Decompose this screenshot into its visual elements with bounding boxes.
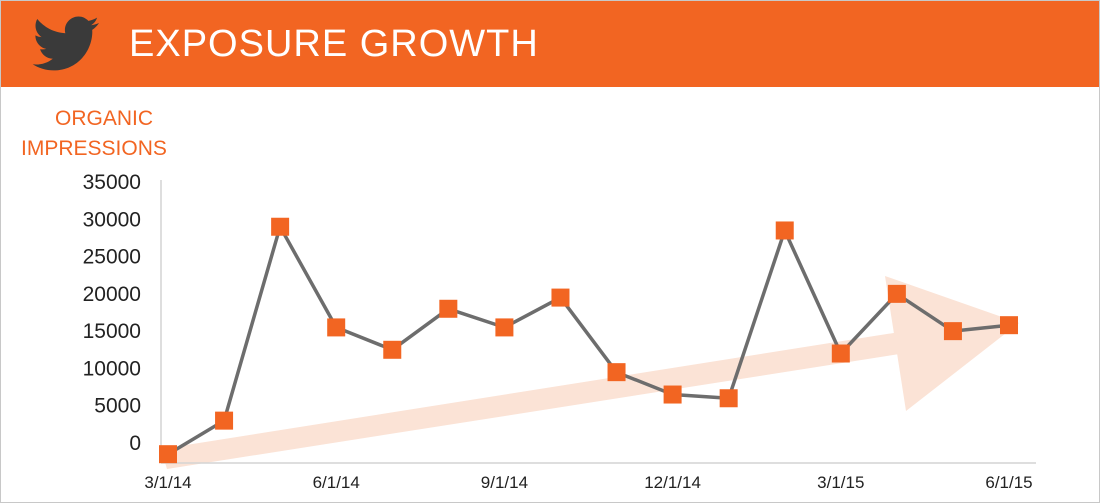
trend-arrow-shaft (161, 331, 906, 469)
y-axis-label-line-1: ORGANIC (54, 107, 153, 130)
y-tick-label: 35000 (83, 171, 141, 194)
y-tick-label: 15000 (83, 320, 141, 343)
y-tick-label: 10000 (83, 357, 141, 380)
y-tick-label: 30000 (83, 208, 141, 231)
x-tick-label: 3/1/15 (817, 473, 864, 492)
series-line (167, 224, 1010, 456)
data-point-marker (159, 445, 177, 464)
header-bar: EXPOSURE GROWTH (1, 1, 1099, 87)
series-line-path (167, 224, 1010, 456)
y-axis-label-line-2: IMPRESSIONS (21, 137, 167, 160)
y-tick-label: 5000 (94, 395, 141, 418)
data-point-marker (495, 318, 514, 337)
x-tick-label: 6/1/14 (313, 473, 360, 492)
data-point-marker (551, 288, 570, 307)
data-point-marker (607, 363, 626, 382)
data-point-marker (719, 389, 738, 408)
x-tick-label: 9/1/14 (481, 473, 528, 492)
twitter-bird-icon (32, 16, 100, 71)
data-point-marker (327, 318, 346, 337)
data-point-marker (271, 217, 290, 236)
data-point-marker (1000, 316, 1018, 335)
x-tick-label: 6/1/15 (985, 473, 1032, 492)
trend-arrow (161, 276, 1019, 469)
y-tick-label: 20000 (83, 283, 141, 306)
axes (160, 180, 1036, 464)
y-tick-label: 25000 (83, 246, 141, 269)
data-point-marker (831, 344, 850, 363)
x-tick-labels: 3/1/14 6/1/14 9/1/14 12/1/14 3/1/15 6/1/15 (144, 473, 1032, 492)
chart-title: EXPOSURE GROWTH (129, 23, 539, 65)
data-point-marker (775, 221, 794, 240)
y-tick-label: 0 (129, 432, 141, 455)
y-tick-labels: 0 5000 10000 15000 20000 25000 30000 35000 (83, 171, 141, 455)
x-tick-label: 12/1/14 (644, 473, 701, 492)
data-point-marker (663, 385, 682, 404)
data-points (159, 217, 1018, 464)
data-point-marker (943, 322, 962, 341)
data-point-marker (439, 299, 458, 318)
data-point-marker (383, 340, 402, 359)
data-point-marker (215, 411, 234, 430)
x-tick-label: 3/1/14 (144, 473, 191, 492)
data-point-marker (887, 284, 906, 303)
